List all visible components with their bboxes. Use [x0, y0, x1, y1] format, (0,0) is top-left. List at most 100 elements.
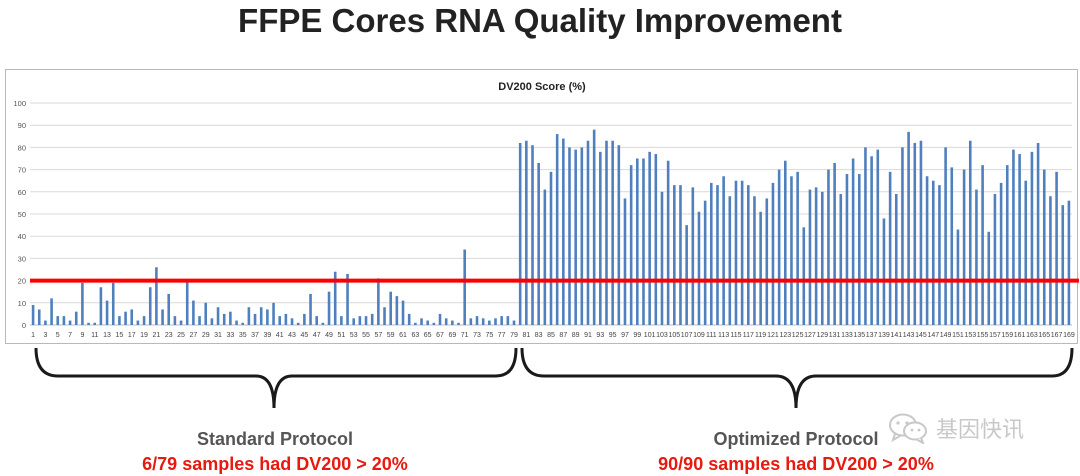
- bar-sample-114: [728, 196, 732, 325]
- x-tick-label: 37: [251, 332, 259, 339]
- x-tick-label: 163: [1026, 332, 1038, 339]
- bar-sample-137: [870, 156, 873, 325]
- bar-sample-19: [142, 316, 146, 325]
- x-tick-label: 1: [31, 332, 35, 339]
- x-tick-label: 13: [103, 332, 111, 339]
- bar-sample-86: [555, 134, 559, 325]
- bar-sample-82: [531, 145, 534, 325]
- bar-sample-39: [266, 309, 269, 325]
- x-tick-label: 115: [730, 332, 741, 339]
- bar-sample-106: [679, 185, 682, 325]
- x-tick-label: 29: [202, 332, 210, 339]
- bar-sample-126: [802, 227, 806, 325]
- chart-panel: DV200 Score (%) 0 10 20 30 40 50 60 70 80 90 100 1…: [5, 69, 1079, 344]
- y-tick-label: 0: [22, 321, 26, 330]
- bar-sample-55: [364, 316, 368, 325]
- bar-sample-48: [321, 322, 325, 325]
- x-tick-label: 45: [300, 332, 308, 339]
- standard-protocol-label: Standard Protocol: [196, 429, 353, 449]
- bar-sample-8: [74, 311, 78, 325]
- bar-sample-162: [1024, 180, 1028, 325]
- bar-sample-132: [839, 194, 843, 325]
- bar-sample-148: [938, 185, 941, 325]
- bar-sample-3: [44, 320, 47, 325]
- bar-sample-20: [148, 287, 152, 325]
- bar-sample-15: [118, 316, 121, 325]
- x-tick-label: 107: [681, 332, 693, 339]
- bar-sample-95: [611, 140, 614, 325]
- bar-sample-168: [1061, 205, 1065, 325]
- bar-sample-14: [111, 282, 115, 325]
- bar-sample-129: [821, 191, 824, 325]
- bar-sample-134: [851, 158, 855, 325]
- x-tick-label: 87: [559, 332, 567, 339]
- bar-sample-16: [124, 311, 127, 325]
- x-tick-label: 133: [841, 332, 853, 339]
- y-tick-label: 80: [18, 143, 26, 152]
- bar-sample-6: [62, 316, 66, 325]
- bar-sample-72: [469, 318, 473, 325]
- bar-sample-69: [451, 320, 454, 325]
- x-tick-label: 155: [977, 332, 989, 339]
- bar-sample-87: [562, 138, 565, 325]
- bar-sample-93: [599, 151, 602, 325]
- dv200-bar-chart: DV200 Score (%) 0 10 20 30 40 50 60 70 80 90 100 1…: [13, 81, 1079, 339]
- bar-sample-10: [87, 322, 90, 325]
- x-tick-label: 157: [989, 332, 1001, 339]
- bar-sample-22: [161, 309, 164, 325]
- bar-sample-140: [888, 171, 892, 325]
- bar-sample-80: [518, 142, 522, 325]
- x-tick-label: 73: [473, 332, 481, 339]
- bar-sample-33: [229, 311, 232, 325]
- bar-sample-75: [488, 320, 491, 325]
- bar-sample-21: [155, 267, 158, 325]
- x-tick-label: 39: [263, 332, 271, 339]
- x-tick-label: 121: [767, 332, 779, 339]
- bar-sample-127: [808, 189, 812, 325]
- bar-sample-32: [222, 313, 226, 325]
- bar-sample-77: [500, 316, 503, 325]
- x-tick-label: 83: [535, 332, 543, 339]
- optimized-protocol-label: Optimized Protocol: [713, 429, 879, 449]
- y-axis-ticks: 0 10 20 30 40 50 60 70 80 90 100: [13, 99, 26, 330]
- bar-sample-108: [691, 187, 695, 325]
- bar-sample-36: [247, 307, 251, 325]
- y-tick-label: 60: [18, 188, 26, 197]
- x-tick-label: 99: [633, 332, 641, 339]
- x-tick-label: 109: [693, 332, 705, 339]
- bar-sample-65: [426, 320, 429, 325]
- bar-sample-52: [346, 273, 349, 325]
- bar-sample-123: [784, 160, 787, 325]
- bar-sample-156: [987, 231, 991, 325]
- x-tick-label: 9: [80, 332, 84, 339]
- bar-sample-67: [438, 313, 442, 325]
- bar-sample-12: [99, 287, 103, 325]
- x-tick-label: 167: [1051, 332, 1063, 339]
- bar-sample-161: [1018, 154, 1021, 325]
- x-tick-label: 95: [609, 332, 617, 339]
- x-tick-label: 117: [743, 332, 754, 339]
- bar-sample-157: [993, 194, 997, 325]
- bar-sample-57: [377, 278, 380, 325]
- bar-sample-56: [370, 313, 374, 325]
- x-tick-label: 57: [374, 332, 382, 339]
- x-tick-label: 151: [952, 332, 964, 339]
- bar-sample-121: [771, 182, 775, 325]
- x-tick-label: 65: [424, 332, 432, 339]
- x-tick-label: 89: [572, 332, 580, 339]
- bar-sample-9: [81, 282, 84, 325]
- bar-sample-61: [401, 300, 405, 325]
- x-tick-label: 97: [621, 332, 629, 339]
- bar-sample-31: [216, 307, 220, 325]
- bar-sample-124: [790, 176, 793, 325]
- bar-sample-116: [740, 180, 744, 325]
- watermark: 基因快讯: [888, 410, 1024, 446]
- slide-title: FFPE Cores RNA Quality Improvement: [238, 2, 842, 39]
- wechat-icon: [889, 413, 927, 444]
- bar-sample-98: [629, 165, 633, 325]
- bar-sample-62: [407, 313, 411, 325]
- bar-sample-154: [975, 189, 978, 325]
- bar-sample-100: [642, 158, 645, 325]
- bar-sample-30: [210, 318, 214, 325]
- bar-sample-158: [999, 182, 1003, 325]
